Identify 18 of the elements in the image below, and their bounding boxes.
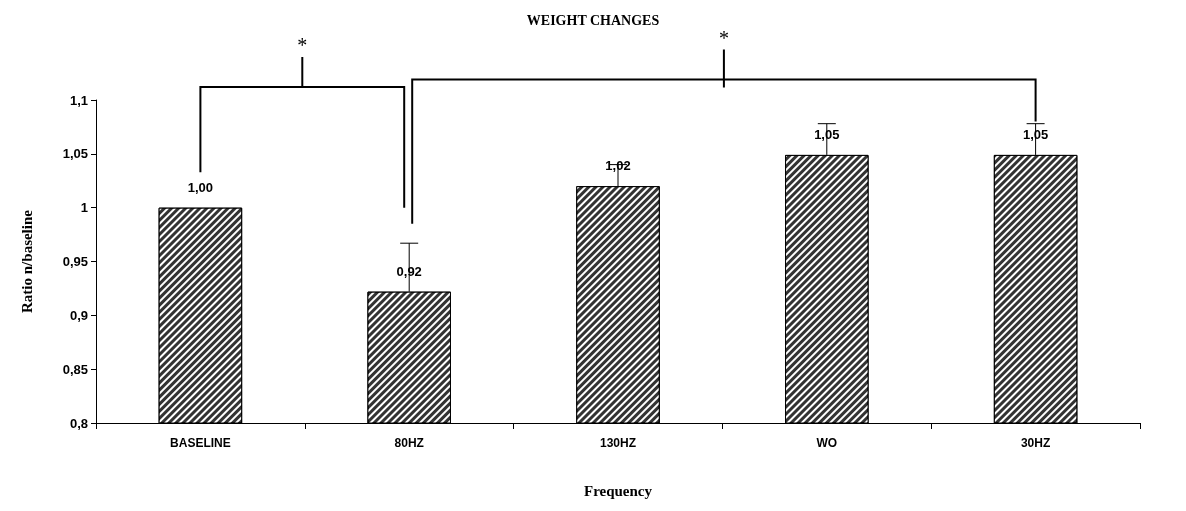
x-axis-title: Frequency bbox=[583, 482, 653, 499]
x-tick-label: 130HZ bbox=[599, 436, 637, 450]
x-tick-label: 30HZ bbox=[1020, 436, 1051, 450]
y-tick-label: 0,95 bbox=[62, 254, 88, 269]
data-label: 1,00 bbox=[187, 179, 214, 195]
text: * bbox=[297, 34, 308, 57]
y-tick-label: 1 bbox=[80, 200, 88, 216]
y-tick-label: 1,05 bbox=[62, 146, 88, 162]
y-axis-title: Ratio n/baseline bbox=[18, 209, 35, 313]
x-tick-label: BASELINE bbox=[170, 436, 231, 450]
y-tick-label: 1,1 bbox=[69, 92, 88, 108]
chart-title: WEIGHT CHANGES bbox=[526, 12, 660, 28]
text: * bbox=[718, 26, 729, 49]
x-tick-label: WO bbox=[816, 436, 838, 450]
x-tick-label: 80HZ bbox=[394, 436, 424, 450]
y-tick-label: 0,9 bbox=[69, 307, 88, 323]
y-tick-label: 0,85 bbox=[62, 361, 88, 377]
y-tick-label: 0,8 bbox=[69, 415, 88, 431]
